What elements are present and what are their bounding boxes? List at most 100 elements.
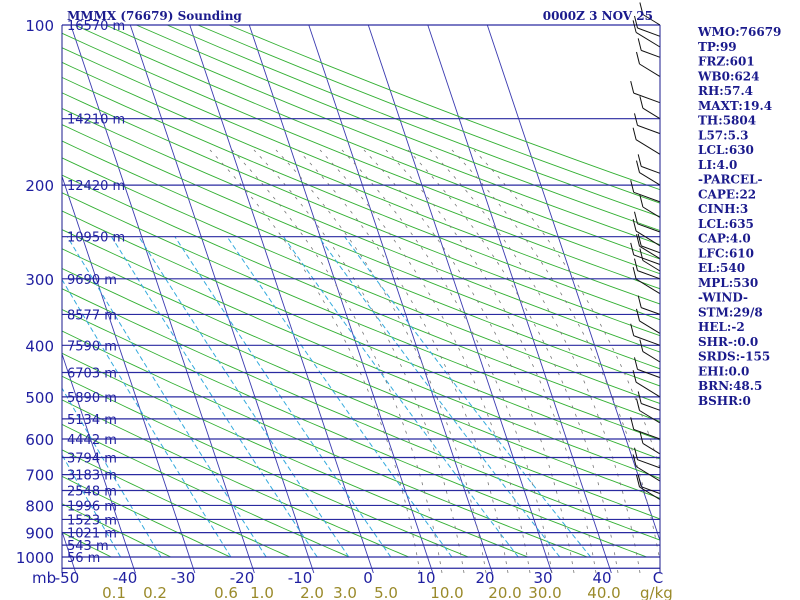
wind-barb-flag [636, 474, 640, 488]
wind-barb-flag [634, 447, 638, 460]
index-item: CINH:3 [698, 202, 748, 216]
mixing-ratio-tick-label: 10.0 [430, 584, 463, 600]
height-label: 6703 m [67, 367, 117, 382]
mixing-ratio-line [138, 236, 350, 558]
pressure-label: 100 [25, 17, 54, 35]
wind-barb-flag [634, 357, 638, 370]
wind-barb-flag [637, 474, 642, 487]
height-label: 12420 m [67, 179, 125, 194]
chart-title: MMMX (76679) Sounding [67, 9, 242, 23]
height-label: 56 m [67, 551, 100, 566]
mixing-ratio-line [62, 387, 162, 558]
wind-barb-flag [639, 339, 644, 352]
height-label: 9690 m [67, 273, 117, 288]
wind-barb-flag [636, 234, 640, 247]
wind-barb-flag [636, 308, 640, 322]
wind-barb-flag [630, 417, 635, 430]
pressure-label: 900 [25, 525, 54, 543]
wind-barb-flag [637, 154, 642, 167]
wind-barb-flag [634, 211, 638, 224]
isotherm-line [308, 25, 493, 573]
mixing-ratio-line [111, 236, 318, 558]
wind-barb [642, 260, 661, 272]
wind-barb-flag [632, 127, 637, 140]
index-item: EL:540 [698, 261, 745, 275]
temperature-tick-label: C [653, 569, 663, 587]
wind-barb [635, 381, 661, 398]
pressure-label: 800 [25, 497, 54, 515]
temperature-tick-label: 30 [533, 569, 552, 587]
wind-barb-flag [639, 96, 644, 109]
isotherm-line [62, 352, 136, 573]
wind-barb-flag [632, 20, 637, 33]
temperature-tick-label: 20 [475, 569, 494, 587]
mixing-ratio-tick-label: 0.1 [102, 584, 126, 600]
index-item: -PARCEL- [698, 173, 763, 187]
wind-barb [639, 245, 661, 260]
wind-barb [641, 165, 661, 174]
pressure-label: 400 [25, 337, 54, 355]
index-item: STM:29/8 [698, 305, 763, 319]
wind-barb-flag [630, 323, 635, 336]
mixing-ratio-line [344, 236, 591, 558]
mixing-ratio-tick-label: 1.0 [250, 584, 274, 600]
wind-barbs [630, 2, 661, 501]
wind-barb-flag [630, 242, 635, 256]
wind-barb [633, 428, 661, 440]
wind-barb [642, 206, 661, 218]
isotherm-line [248, 25, 434, 573]
temperature-tick-label: -50 [55, 569, 80, 587]
index-item: WMO:76679 [697, 25, 781, 39]
wind-barb-flag [639, 194, 644, 208]
wind-barb [639, 320, 661, 334]
wind-barb-flag [639, 2, 644, 15]
wind-barb [639, 486, 661, 501]
wind-barb [635, 466, 661, 482]
mixing-ratio-line [283, 236, 519, 558]
mixing-ratio-line [62, 453, 122, 558]
index-item: LFC:610 [698, 246, 754, 260]
height-label: 3183 m [67, 469, 117, 484]
pressure-label: 600 [25, 431, 54, 449]
index-item: L57:5.3 [698, 128, 748, 142]
height-label: 10950 m [67, 231, 125, 246]
index-item: LCL:630 [698, 143, 754, 157]
height-label: 8577 m [67, 308, 117, 323]
temperature-tick-label: -20 [230, 569, 255, 587]
isotherm-line [129, 25, 315, 573]
height-label: 2548 m [67, 485, 117, 500]
height-label: 1021 m [67, 527, 117, 542]
temperature-tick-label: 40 [592, 569, 611, 587]
mixing-ratio-unit-label: g/kg [640, 584, 673, 600]
height-label: 5134 m [67, 413, 117, 428]
pressure-unit-label: mb [32, 569, 56, 587]
wind-barb-flag [639, 431, 644, 444]
temperature-tick-label: -40 [113, 569, 138, 587]
index-item: SHR-:0.0 [698, 335, 758, 349]
index-item: CAPE:22 [698, 187, 756, 201]
temperature-tick-label: 10 [416, 569, 435, 587]
wind-barb-flag [637, 295, 642, 308]
wind-barb [635, 31, 661, 48]
wind-barb-flag [632, 266, 637, 280]
wind-barb [637, 368, 661, 379]
index-item: SRDS:-155 [698, 350, 770, 364]
index-item: BRN:48.5 [698, 379, 762, 393]
wind-barb [637, 223, 661, 233]
height-label: 1523 m [67, 514, 117, 529]
index-item: TH:5804 [698, 114, 756, 128]
temperature-labels: -50 -40 -30 -20 -10 0 10 20 30 40 C [55, 569, 663, 587]
wind-barb-flag [632, 370, 637, 383]
wind-barb [633, 335, 661, 346]
sounding-indices: WMO:76679TP:99FRZ:601WB0:624RH:57.4MAXT:… [697, 25, 781, 408]
mixing-ratio-labels: 0.1 0.2 0.6 1.0 2.0 3.0 5.0 10.0 20.0 30.0 40.0 [102, 584, 621, 600]
index-item: EHI:0.0 [698, 364, 749, 378]
wind-barb [637, 459, 661, 469]
wind-barb [641, 307, 661, 315]
wind-barb-flag [632, 454, 637, 467]
isobar-lines [62, 24, 660, 569]
wind-barb [635, 139, 661, 155]
height-label: 4442 m [67, 433, 117, 448]
wind-barb-flag [637, 391, 642, 404]
index-item: WB0:624 [697, 69, 759, 83]
